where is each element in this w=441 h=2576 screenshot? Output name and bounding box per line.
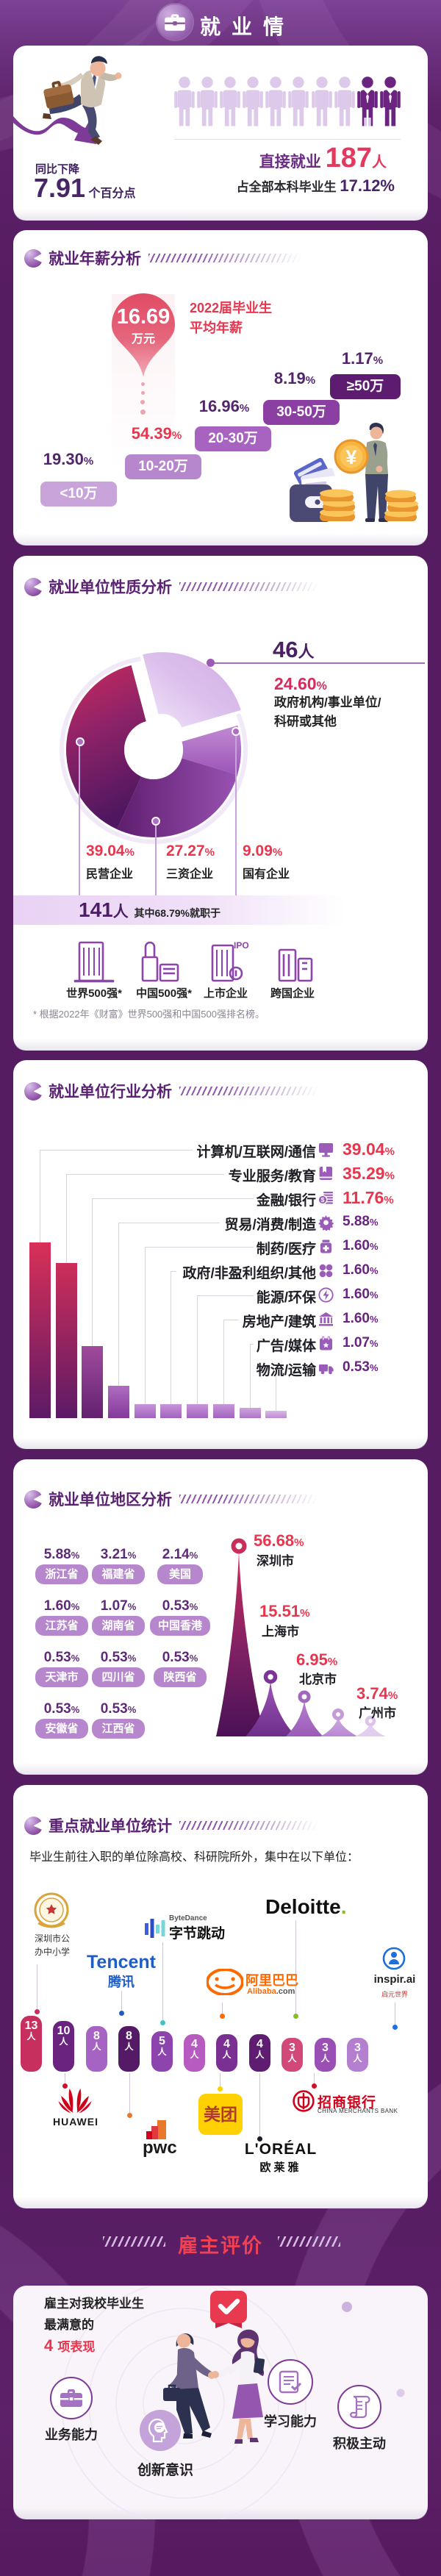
svg-text:IPO: IPO	[234, 940, 249, 951]
svg-text:¥: ¥	[345, 446, 356, 468]
svg-text:$: $	[321, 1196, 325, 1203]
